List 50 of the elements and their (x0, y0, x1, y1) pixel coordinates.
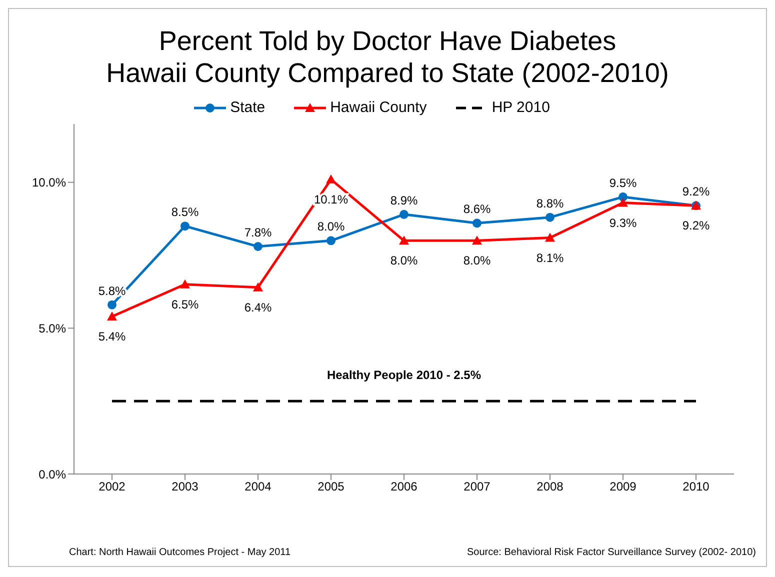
x-tick-label: 2007 (464, 480, 491, 494)
data-label: 7.8% (244, 226, 272, 240)
data-label: 6.4% (244, 300, 272, 314)
y-tick-label: 0.0% (38, 467, 66, 482)
text: Chart: North Hawaii Outcomes Project - May 2011 (69, 547, 291, 558)
point (254, 242, 262, 251)
point (180, 222, 190, 231)
point (399, 236, 409, 245)
data-label: 8.5% (171, 205, 199, 220)
point (618, 198, 628, 207)
point (180, 279, 190, 288)
legend-label: State (229, 99, 266, 116)
data-label: 8.0% (317, 220, 345, 234)
data-label: 8.8% (536, 196, 564, 210)
x-tick-label: 2006 (390, 480, 418, 494)
point (326, 236, 336, 246)
x-tick-label: 2008 (536, 480, 564, 494)
y-tick-label: 10.0% (32, 176, 66, 190)
source-note: Source: Behavioral Risk Factor Surveillance Survey (2002- 2010) (466, 547, 756, 558)
data-label: 8.1% (536, 250, 564, 265)
point (545, 232, 555, 242)
data-label: 8.6% (463, 202, 491, 216)
point (326, 174, 336, 184)
data-label: 9.5% (609, 176, 637, 190)
annotation: Healthy People 2010 - 2.5% (326, 368, 482, 382)
data-label: 8.0% (390, 254, 418, 268)
x-tick-label: 2005 (318, 480, 345, 494)
data-label: 8.9% (390, 193, 418, 208)
x-tick-label: 2003 (172, 480, 199, 494)
x-tick-label: 2004 (244, 480, 272, 494)
x-tick-label: 2010 (682, 480, 710, 494)
data-label: 9.3% (609, 216, 637, 230)
data-label: 8.0% (463, 254, 491, 268)
point (546, 212, 554, 222)
y-tick-label: 5.0% (38, 321, 66, 336)
point (253, 282, 263, 292)
point (400, 210, 408, 219)
x-tick-label: 2009 (610, 480, 637, 494)
data-label: 9.2% (682, 184, 710, 199)
point (472, 218, 482, 228)
point (472, 236, 482, 245)
legend-label: HP 2010 (490, 99, 550, 116)
x-tick-label: 2002 (98, 480, 126, 494)
chart-title: Percent Told by Doctor Have Diabetes Hawaii County Compared to State (2002-2010) (105, 25, 670, 89)
point (108, 300, 116, 310)
data-label: 5.4% (98, 330, 126, 344)
legend-label: Hawaii County (329, 99, 427, 116)
data-label: 6.5% (171, 297, 199, 312)
data-label: 9.2% (682, 218, 710, 233)
point (107, 312, 117, 320)
